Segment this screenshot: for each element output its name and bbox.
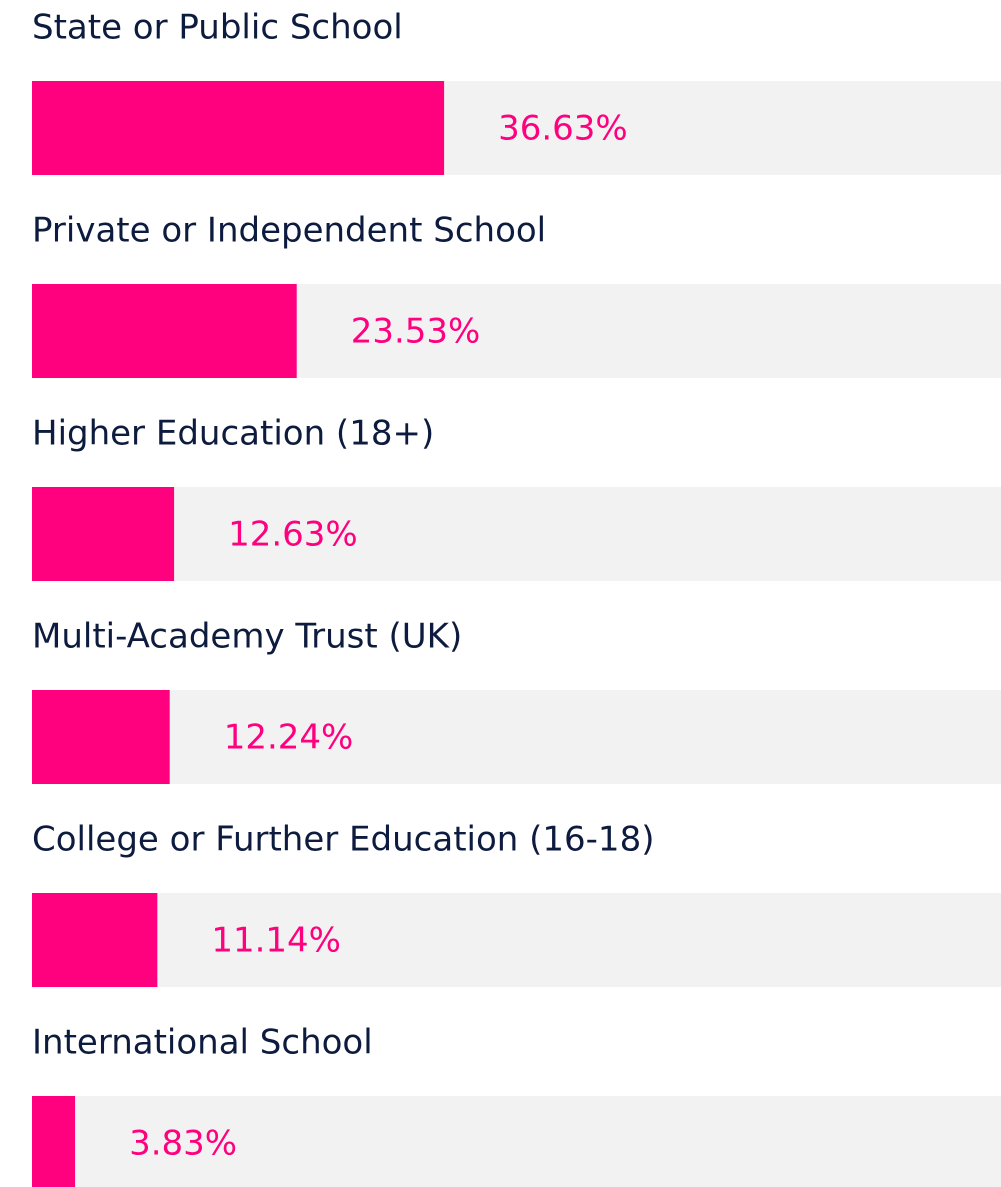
bar [32, 81, 445, 175]
bar [32, 690, 170, 784]
bar-track [32, 1096, 1001, 1187]
category-label: Multi-Academy Trust (UK) [32, 617, 462, 657]
bar [32, 1096, 76, 1187]
bar-track [32, 893, 1001, 987]
bar-track [32, 487, 1001, 581]
category-label: Higher Education (18+) [32, 414, 434, 454]
value-label: 12.63% [228, 515, 358, 555]
value-label: 3.83% [129, 1124, 237, 1164]
bar [32, 487, 175, 581]
category-label: Private or Independent School [32, 211, 546, 251]
category-label: College or Further Education (16-18) [32, 820, 654, 860]
value-label: 12.24% [224, 718, 354, 758]
bar [32, 284, 297, 378]
bar-track [32, 690, 1001, 784]
bar [32, 893, 158, 987]
value-label: 11.14% [211, 921, 341, 961]
value-label: 36.63% [498, 109, 628, 149]
category-label: International School [32, 1023, 373, 1063]
value-label: 23.53% [351, 312, 481, 352]
category-label: State or Public School [32, 8, 403, 48]
